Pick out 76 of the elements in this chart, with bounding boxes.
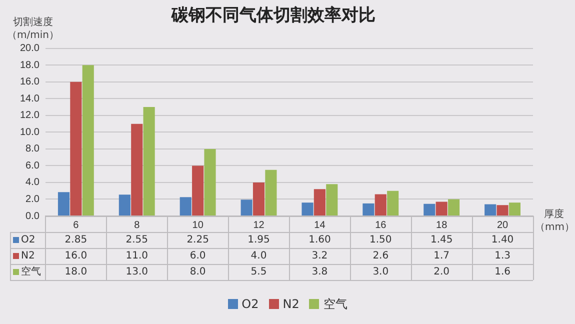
bar [436,202,448,216]
bar [70,82,82,216]
y-tick-label: 18.0 [20,60,40,71]
bar [496,205,508,216]
x-tick-label: 20 [496,220,509,231]
y-tick-label: 10.0 [20,126,40,138]
bar [265,170,277,216]
bar [302,202,314,216]
y-tick-label: 2.0 [26,194,40,205]
bar [118,194,130,216]
data-label: 3.8 [312,266,328,278]
data-label: 6.0 [190,250,206,262]
y-tick-label: 14.0 [20,93,40,104]
bar [143,107,155,216]
y-tick-label: 20.0 [20,43,40,54]
bar [326,184,338,216]
bar [204,148,216,216]
data-label: 16.0 [64,250,88,262]
data-label: 2.6 [372,250,389,262]
legend-label: 空气 [21,266,41,278]
data-label: 2.55 [126,234,148,246]
x-tick-label: 12 [253,220,265,231]
bar [374,194,386,216]
y-tick-label: 4.0 [26,177,40,188]
y-axis-title: 切割速度（m/min） [6,16,60,42]
data-label: 4.0 [250,250,267,262]
data-label: 1.6 [494,266,510,278]
data-label: 1.3 [494,250,510,262]
data-label: 2.0 [434,266,450,278]
bar [448,199,460,216]
data-label: 1.45 [430,234,453,246]
x-tick-label: 8 [134,220,140,231]
bar [58,192,70,216]
data-label: 1.40 [491,234,514,246]
x-tick-label: 16 [375,220,387,231]
text: 空气 [323,297,348,311]
data-label: 1.60 [308,234,331,246]
data-label: 13.0 [126,266,148,278]
data-label: 5.5 [250,266,267,278]
bar [131,124,143,216]
data-label: 2.25 [186,234,209,246]
x-tick-label: 18 [436,220,448,231]
y-tick-label: 8.0 [26,144,40,155]
data-label: 2.85 [64,234,88,246]
bar [484,204,496,216]
bar [424,204,436,216]
data-label: 3.0 [372,266,389,278]
y-tick-label: 12.0 [20,110,40,122]
bar [314,189,326,216]
x-tick-label: 14 [314,220,326,231]
data-label: 3.2 [312,250,328,262]
x-tick-label: 10 [192,220,204,231]
bar [180,197,192,216]
bar [82,65,94,216]
data-label: 1.7 [434,250,450,262]
bar [252,182,265,216]
legend-label: O2 [21,234,36,246]
bar [240,200,252,216]
text: N2 [282,297,300,311]
data-label: 18.0 [64,266,88,278]
bar [387,190,399,216]
chart-title: 碳钢不同气体切割效率对比 [170,6,376,26]
x-axis-title: 厚度（mm） [535,208,574,234]
y-tick-label: 0.0 [26,210,40,222]
bar [508,202,521,216]
data-label: 1.95 [248,234,270,246]
legend-label: N2 [21,250,35,262]
y-tick-label: 16.0 [20,76,40,88]
y-tick-label: 6.0 [26,160,40,172]
bar [192,166,204,216]
bar [362,203,374,216]
data-label: 1.50 [370,234,392,246]
data-label: 11.0 [126,250,148,262]
text: O2 [242,297,259,311]
data-label: 8.0 [190,266,206,278]
x-tick-label: 6 [73,220,80,231]
